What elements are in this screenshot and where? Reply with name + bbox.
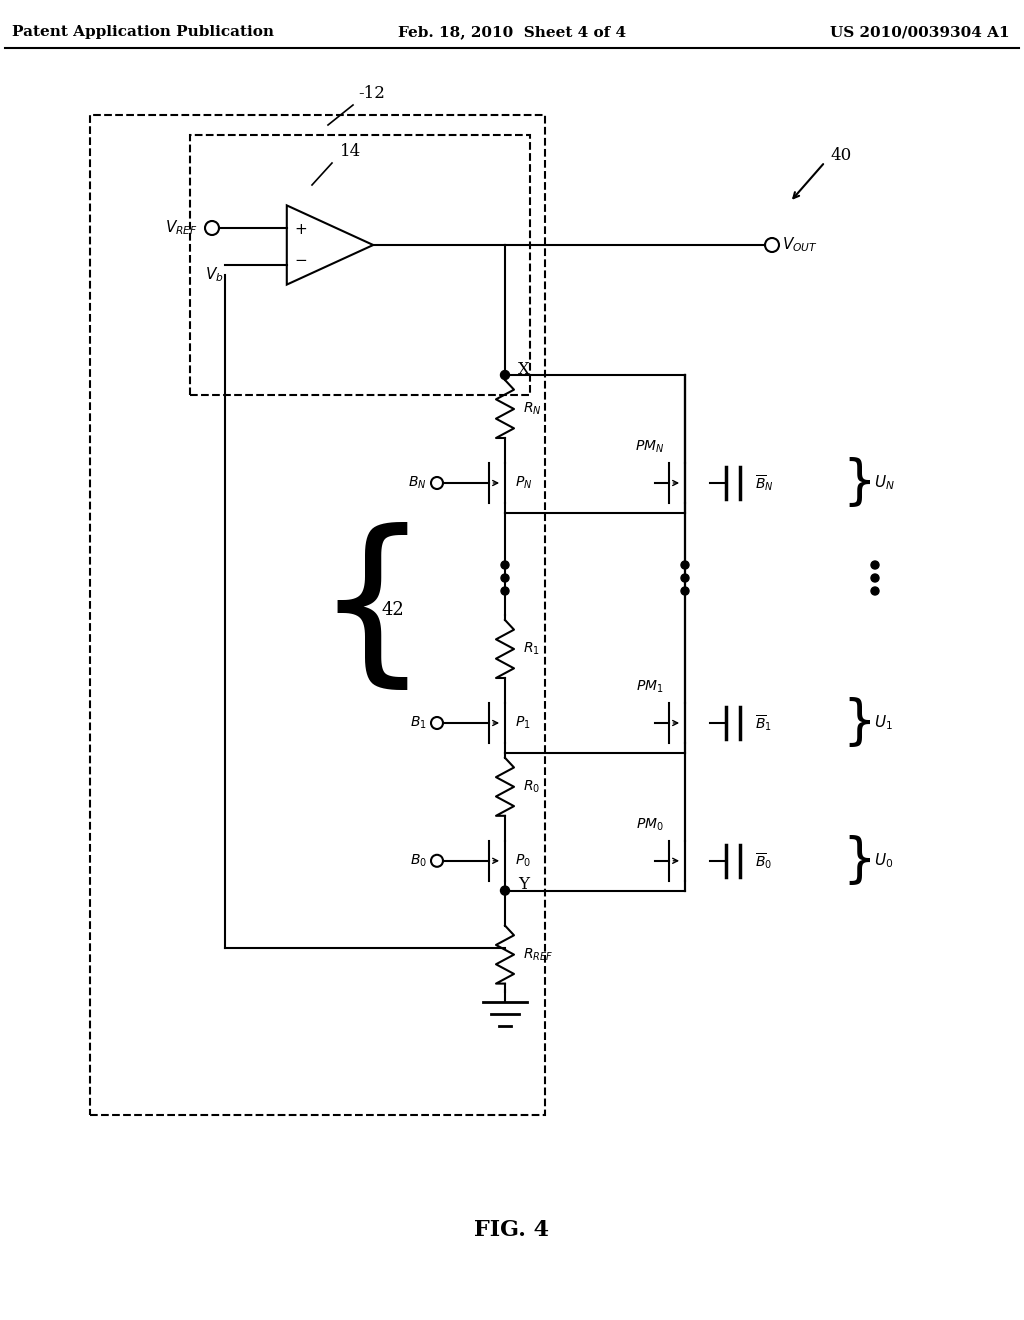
Text: }: }: [842, 457, 876, 510]
Bar: [190, 135, 530, 395]
Text: $U_{0}$: $U_{0}$: [874, 851, 893, 870]
Text: }: }: [842, 697, 876, 748]
Circle shape: [681, 561, 689, 569]
Text: $B_{N}$: $B_{N}$: [409, 475, 427, 491]
Bar: [90, 115, 545, 1115]
Circle shape: [501, 587, 509, 595]
Text: $R_{N}$: $R_{N}$: [523, 401, 542, 417]
Text: $PM_{N}$: $PM_{N}$: [635, 438, 665, 455]
Text: }: }: [842, 834, 876, 887]
Circle shape: [681, 574, 689, 582]
Text: $B_{0}$: $B_{0}$: [410, 853, 427, 869]
Circle shape: [501, 561, 509, 569]
Text: $U_{1}$: $U_{1}$: [874, 714, 893, 733]
Text: +: +: [295, 222, 307, 236]
Circle shape: [871, 574, 879, 582]
Circle shape: [871, 587, 879, 595]
Text: $U_{N}$: $U_{N}$: [874, 474, 895, 492]
Circle shape: [501, 371, 510, 380]
Text: Feb. 18, 2010  Sheet 4 of 4: Feb. 18, 2010 Sheet 4 of 4: [398, 25, 626, 40]
Text: {: {: [314, 521, 429, 698]
Text: $R_{REF}$: $R_{REF}$: [523, 946, 553, 962]
Circle shape: [501, 574, 509, 582]
Text: X: X: [518, 360, 529, 378]
Text: $R_{1}$: $R_{1}$: [523, 640, 540, 657]
Text: $P_{N}$: $P_{N}$: [515, 475, 532, 491]
Text: US 2010/0039304 A1: US 2010/0039304 A1: [830, 25, 1010, 40]
Circle shape: [871, 561, 879, 569]
Text: $P_{0}$: $P_{0}$: [515, 853, 530, 869]
Text: $\overline{B}_{N}$: $\overline{B}_{N}$: [755, 473, 774, 492]
Text: -12: -12: [358, 84, 385, 102]
Text: −: −: [295, 253, 307, 268]
Text: $V_{REF}$: $V_{REF}$: [165, 219, 198, 238]
Text: Patent Application Publication: Patent Application Publication: [12, 25, 274, 40]
Text: $\overline{B}_{1}$: $\overline{B}_{1}$: [755, 713, 772, 733]
Text: $PM_{1}$: $PM_{1}$: [636, 678, 664, 696]
Circle shape: [681, 587, 689, 595]
Text: $R_{0}$: $R_{0}$: [523, 779, 540, 795]
Text: FIG. 4: FIG. 4: [474, 1218, 550, 1241]
Text: $V_b$: $V_b$: [205, 265, 223, 284]
Text: Y: Y: [518, 876, 529, 894]
Text: $B_{1}$: $B_{1}$: [411, 715, 427, 731]
Circle shape: [501, 886, 510, 895]
Text: $V_{OUT}$: $V_{OUT}$: [782, 236, 818, 255]
Text: 42: 42: [382, 601, 404, 619]
Text: $PM_{0}$: $PM_{0}$: [636, 817, 664, 833]
Text: 14: 14: [340, 143, 361, 160]
Text: $P_{1}$: $P_{1}$: [515, 715, 530, 731]
Text: $\overline{B}_{0}$: $\overline{B}_{0}$: [755, 851, 772, 871]
Text: 40: 40: [830, 147, 851, 164]
